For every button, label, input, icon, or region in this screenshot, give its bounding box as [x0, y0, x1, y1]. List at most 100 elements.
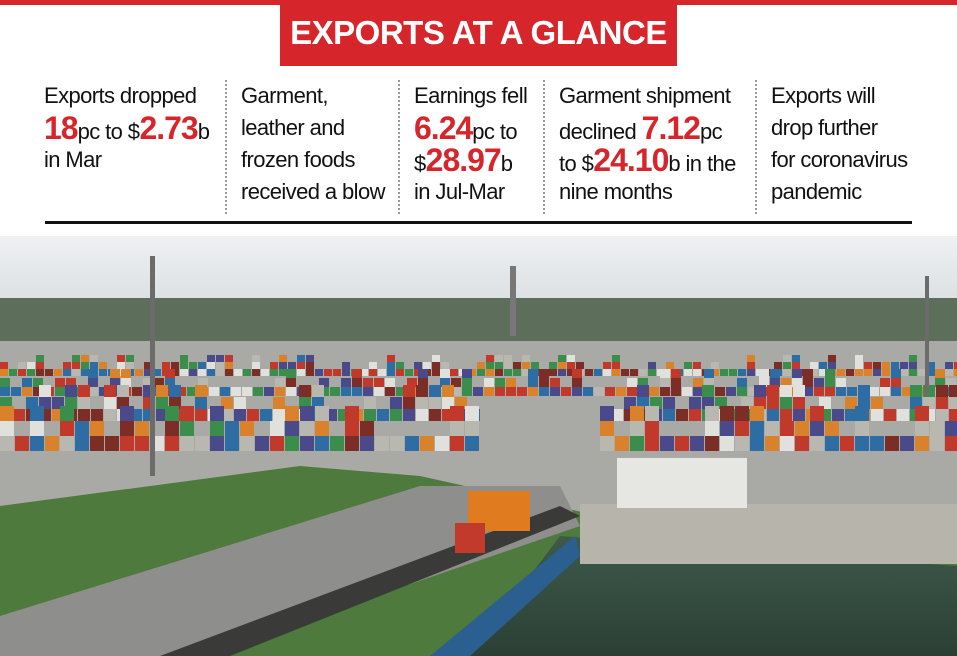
container — [345, 436, 359, 451]
container — [418, 369, 428, 378]
container — [558, 355, 566, 362]
container — [264, 387, 274, 396]
container — [711, 369, 719, 376]
container — [120, 436, 134, 451]
container — [704, 369, 714, 378]
container — [915, 406, 929, 421]
container — [935, 378, 945, 387]
container — [195, 436, 209, 451]
light-pole — [925, 276, 929, 396]
container — [78, 397, 90, 409]
container — [506, 378, 516, 387]
container — [615, 436, 629, 451]
container — [567, 355, 575, 362]
container — [936, 409, 948, 421]
title: EXPORTS AT A GLANCE — [280, 0, 677, 66]
container — [180, 406, 194, 421]
container — [462, 387, 472, 396]
container — [121, 369, 131, 378]
container — [162, 362, 170, 369]
container — [88, 378, 98, 387]
container — [572, 378, 582, 387]
container — [803, 387, 813, 396]
container — [671, 387, 681, 396]
container — [637, 385, 649, 397]
container — [126, 355, 134, 362]
container — [891, 362, 899, 369]
container — [477, 362, 485, 369]
container — [792, 362, 800, 369]
container — [747, 362, 755, 369]
container — [711, 362, 719, 369]
container — [180, 421, 194, 436]
container — [795, 421, 809, 436]
container — [522, 369, 530, 376]
container — [91, 409, 103, 421]
container — [210, 436, 224, 451]
fact: Garment shipment declined 7.12pc to $24.10… — [543, 80, 755, 214]
container — [737, 387, 747, 396]
bridge-rail — [430, 536, 580, 656]
container — [385, 387, 395, 396]
container — [549, 369, 557, 376]
container — [30, 406, 44, 421]
container — [550, 387, 560, 396]
container — [260, 409, 272, 421]
container — [30, 436, 44, 451]
container — [486, 369, 494, 376]
fact-line: in Jul-Mar — [414, 176, 535, 208]
container — [99, 369, 107, 376]
container — [99, 362, 107, 369]
container — [858, 385, 870, 397]
container — [780, 436, 794, 451]
container — [648, 362, 656, 369]
container — [75, 436, 89, 451]
container — [207, 362, 215, 369]
container — [885, 436, 899, 451]
container — [143, 378, 153, 387]
container — [567, 362, 575, 369]
container — [333, 369, 341, 376]
container — [793, 397, 805, 409]
container — [275, 387, 285, 396]
container — [836, 378, 846, 387]
container — [330, 436, 344, 451]
container — [36, 369, 44, 376]
container — [949, 385, 957, 397]
light-pole — [150, 256, 155, 476]
container — [72, 369, 80, 376]
container — [522, 355, 530, 362]
container — [165, 421, 179, 436]
container — [513, 369, 521, 376]
container — [737, 378, 747, 387]
container — [63, 369, 71, 376]
container — [285, 406, 299, 421]
container — [375, 436, 389, 451]
container — [891, 369, 901, 378]
container — [180, 369, 188, 376]
container — [0, 406, 14, 421]
container — [187, 387, 197, 396]
container — [390, 397, 402, 409]
container — [836, 387, 846, 396]
container — [352, 387, 362, 396]
container — [793, 385, 805, 397]
container — [870, 436, 884, 451]
container — [864, 362, 872, 369]
container — [285, 436, 299, 451]
fact-text: nine months — [559, 179, 673, 204]
container — [385, 378, 395, 387]
container — [319, 378, 329, 387]
container — [750, 421, 764, 436]
container — [363, 378, 373, 387]
container — [210, 406, 224, 421]
container — [153, 369, 161, 376]
container — [165, 378, 175, 387]
container — [78, 409, 90, 421]
container — [846, 369, 854, 376]
fact-text: pandemic — [771, 179, 862, 204]
container — [306, 362, 314, 369]
container — [915, 421, 929, 436]
container — [550, 378, 560, 387]
container — [390, 436, 404, 451]
